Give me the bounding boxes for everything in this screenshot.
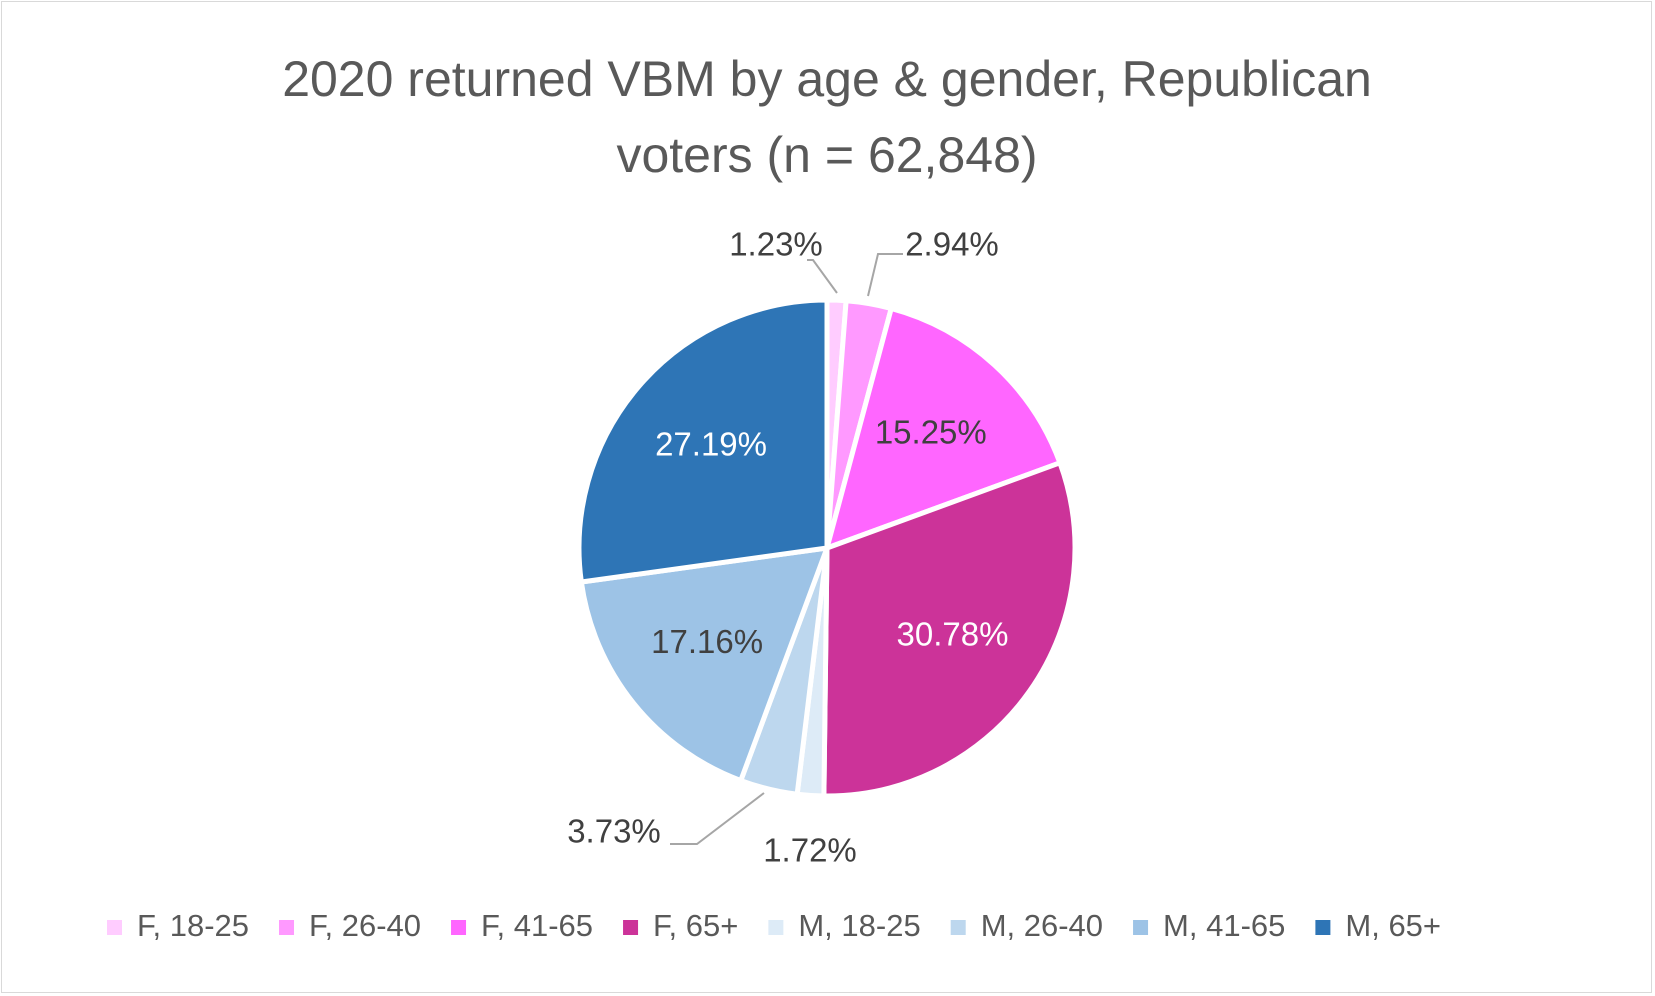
legend-swatch-f-26-40 [279,920,295,935]
legend-swatch-f-65 [623,920,639,935]
legend-label-m-41-65: M, 41-65 [1163,908,1285,943]
legend-label-m-26-40: M, 26-40 [981,908,1103,943]
chart-title-line-2: voters (n = 62,848) [616,127,1037,183]
leader-lines [670,253,903,845]
legend-swatch-m-41-65 [1133,920,1149,935]
legend-swatch-m-18-25 [768,920,784,935]
data-label-f-18-25: 1.23% [729,226,823,263]
legend-item-f-18-25: F, 18-25 [107,908,249,943]
legend-label-f-41-65: F, 41-65 [481,908,593,943]
leader-line-f-26-40 [867,253,903,297]
data-label-m-18-25: 1.72% [763,832,857,869]
legend-label-m-18-25: M, 18-25 [798,908,920,943]
data-label-m-41-65: 17.16% [651,623,763,660]
legend-item-f-26-40: F, 26-40 [279,908,421,943]
pie-slice-f-65 [821,460,1078,799]
data-label-f-41-65: 15.25% [875,413,987,450]
pie-slice-m-41-65 [578,545,830,784]
legend-item-f-41-65: F, 41-65 [451,908,593,943]
legend-swatch-m-26-40 [950,920,966,935]
leader-line-f-18-25 [807,259,838,294]
legend-swatch-m-65 [1315,920,1331,935]
legend-item-m-41-65: M, 41-65 [1133,908,1285,943]
legend-swatch-f-41-65 [451,920,467,935]
legend-item-f-65: F, 65+ [623,908,738,943]
data-labels: 1.23% 2.94% 15.25% 30.78% 1.72% 3.73% 17.16% 27… [567,226,1008,869]
data-label-f-65: 30.78% [896,616,1008,653]
data-label-m-65: 27.19% [655,426,767,463]
legend-label-f-26-40: F, 26-40 [309,908,421,943]
legend-label-f-65: F, 65+ [653,908,738,943]
legend-item-m-18-25: M, 18-25 [768,908,921,943]
legend-item-m-26-40: M, 26-40 [950,908,1103,943]
leader-line-m-26-40 [670,792,765,845]
pie-slice-f-41-65 [824,305,1063,551]
pie-slices [576,297,1078,799]
data-label-f-26-40: 2.94% [905,226,999,263]
legend-item-m-65: M, 65+ [1315,908,1441,943]
legend-label-f-18-25: F, 18-25 [137,908,249,943]
legend-swatch-f-18-25 [107,920,122,935]
chart-title-line-1: 2020 returned VBM by age & gender, Repub… [282,51,1372,107]
pie-slice-m-65 [576,297,830,585]
legend: F, 18-25 F, 26-40 F, 41-65 F, 65+ M, 18-25 M,… [107,908,1441,943]
legend-label-m-65: M, 65+ [1345,908,1441,943]
data-label-m-26-40: 3.73% [567,813,661,850]
